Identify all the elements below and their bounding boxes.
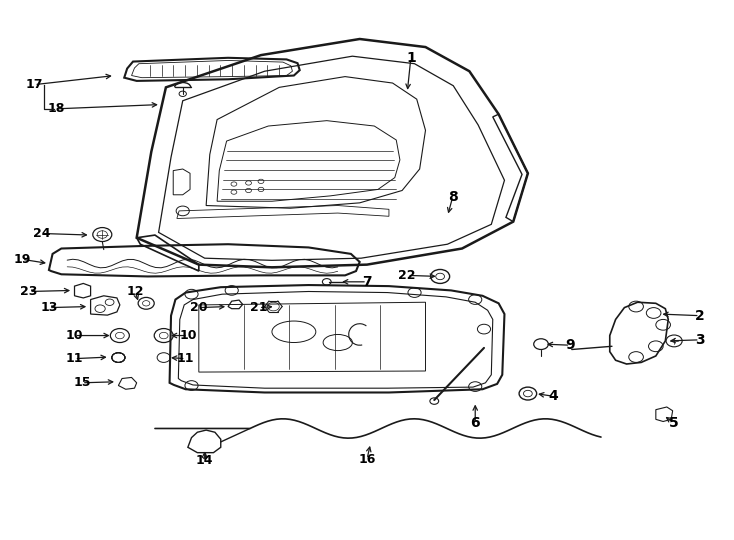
Text: 14: 14 — [196, 454, 214, 467]
Text: 11: 11 — [177, 352, 195, 365]
Text: 24: 24 — [33, 227, 51, 240]
Text: 22: 22 — [399, 269, 416, 282]
Text: 20: 20 — [190, 301, 208, 314]
Text: 18: 18 — [48, 103, 65, 116]
Text: 4: 4 — [548, 389, 559, 403]
Text: 2: 2 — [695, 309, 705, 323]
Text: 13: 13 — [40, 301, 57, 314]
Text: 12: 12 — [126, 285, 144, 298]
Text: 23: 23 — [21, 285, 38, 298]
Text: 8: 8 — [448, 191, 457, 205]
Text: 16: 16 — [358, 453, 376, 465]
Text: 10: 10 — [179, 329, 197, 342]
Text: 17: 17 — [26, 78, 43, 91]
Text: 3: 3 — [695, 333, 705, 347]
Text: 7: 7 — [362, 275, 372, 289]
Text: 11: 11 — [66, 352, 83, 365]
Text: 6: 6 — [470, 416, 480, 430]
Text: 1: 1 — [406, 51, 415, 65]
Text: 5: 5 — [669, 416, 679, 430]
Text: 10: 10 — [66, 329, 83, 342]
Text: 15: 15 — [73, 376, 90, 389]
Text: 19: 19 — [13, 253, 31, 266]
Text: 9: 9 — [565, 338, 575, 352]
Text: 21: 21 — [250, 301, 267, 314]
